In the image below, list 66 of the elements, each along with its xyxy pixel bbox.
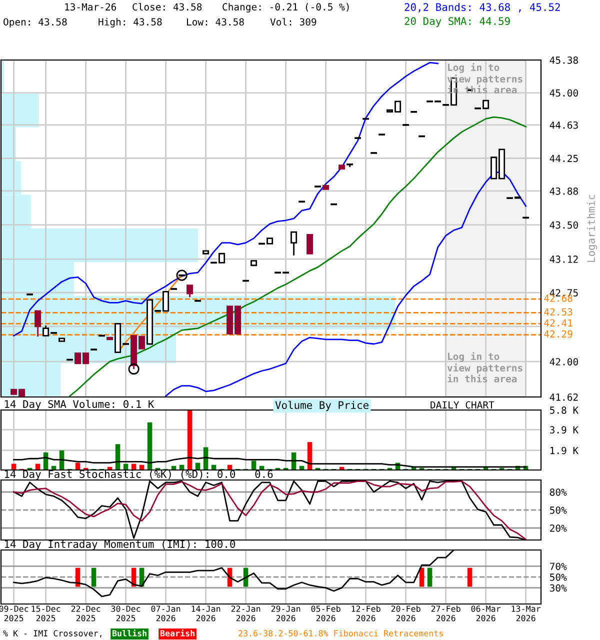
- y-tick-label: 80%: [550, 488, 567, 496]
- y-tick-label: 45.00: [550, 89, 578, 97]
- y-tick-label: 43.12: [550, 256, 578, 263]
- y-tick-label: 41.62: [550, 394, 578, 401]
- candlestick: [306, 234, 314, 254]
- x-tick-label: 15-Dec 2025: [32, 606, 60, 622]
- text: DAILY CHART: [430, 401, 494, 409]
- ref-line-label: 42.53: [544, 308, 572, 316]
- x-tick-label: 05-Feb 2026: [311, 605, 340, 622]
- ref-line-label: 42.29: [544, 330, 572, 338]
- bar: [251, 460, 256, 470]
- y-tick-label: 44.63: [550, 121, 578, 129]
- text: Low: 43.58: [187, 18, 244, 26]
- y-tick-label: 50%: [550, 574, 567, 581]
- text: Close: 43.58: [132, 3, 202, 11]
- x-tick-label: 12-Feb 2026: [352, 605, 380, 622]
- text: Vol: 309: [270, 18, 316, 26]
- y-tick-label: 70%: [550, 562, 567, 570]
- y-tick-label: 43.50: [550, 221, 578, 229]
- x-tick-label: 14-Jan 2026: [192, 606, 220, 622]
- text: 20,2 Bands: 43.68 , 45.52: [404, 2, 560, 12]
- annotation: Log in to view patterns in this area: [447, 352, 522, 382]
- x-tick-label: 20-Feb 2026: [391, 605, 420, 622]
- y-tick-label: 30%: [550, 584, 567, 592]
- y-tick-label: 5.8 K: [550, 406, 579, 414]
- x-tick-label: 07-Jan 2026: [151, 606, 180, 622]
- chart-title: 14 Day SMA Volume: 0.1 K: [4, 400, 154, 410]
- text: % K - IMI Crossover,: [3, 630, 102, 638]
- y-tick-label: 43.88: [550, 187, 578, 195]
- x-tick-label: 22-Jan 2026: [231, 606, 260, 622]
- candlestick: [290, 231, 298, 256]
- candlestick: [34, 310, 42, 338]
- chart-title: 14 Day Fast Stochastic (%K) (%D): 0.0 0.6: [4, 470, 273, 480]
- line-series: [13, 62, 438, 336]
- text: Volume By Price: [275, 400, 368, 412]
- text: 13-Mar-26: [65, 3, 116, 11]
- y-axis-title: Logarithmic: [586, 194, 598, 262]
- text: Change: -0.21 (-0.5 %): [222, 3, 349, 12]
- x-tick-label: 27-Feb 2026: [431, 605, 460, 622]
- text: 20 Day SMA: 44.59: [404, 17, 510, 28]
- y-tick-label: 42.75: [550, 289, 578, 296]
- line-series: [165, 170, 526, 397]
- x-tick-label: 22-Dec 2025: [71, 606, 100, 622]
- y-tick-label: 45.38: [550, 56, 578, 64]
- y-tick-label: 44.25: [550, 154, 578, 162]
- y-tick-label: 20%: [550, 524, 567, 532]
- text: Bearish: [160, 630, 194, 636]
- y-tick-label: 1.9 K: [550, 446, 579, 454]
- x-tick-label: 30-Dec 2025: [111, 606, 140, 622]
- ref-line-label: 42.68: [544, 294, 572, 302]
- x-tick-label: 06-Mar 2026: [471, 606, 501, 622]
- bar: [187, 410, 192, 470]
- text: 23.6-38.2-50-61.8% Fibonacci Retracements: [238, 630, 443, 636]
- text: Open: 43.58: [4, 18, 67, 28]
- text: Bullish: [112, 630, 146, 636]
- bar: [147, 422, 152, 470]
- candlestick: [186, 284, 194, 298]
- text: High: 43.58: [98, 18, 162, 28]
- x-tick-label: 13-Mar 2026: [512, 606, 541, 622]
- line-series: [13, 456, 526, 468]
- y-tick-label: 50%: [550, 506, 567, 514]
- ref-line-label: 42.41: [544, 319, 572, 326]
- y-tick-label: 3.9 K: [550, 426, 579, 434]
- line-series: [69, 116, 526, 397]
- x-tick-label: 29-Jan 2026: [271, 606, 300, 622]
- y-tick-label: 42.00: [550, 358, 578, 366]
